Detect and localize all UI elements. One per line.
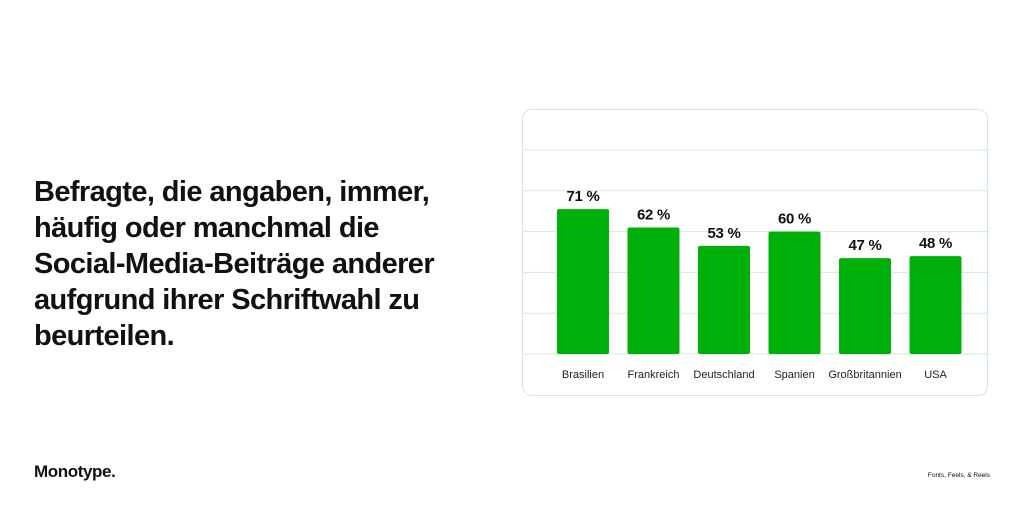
category-label: USA xyxy=(924,369,947,381)
category-label: Großbritannien xyxy=(828,369,901,381)
bar-chart: 71 % Brasilien 62 % Frankreich 53 % Deutschla… xyxy=(523,149,989,381)
bar xyxy=(557,209,609,354)
bar xyxy=(768,231,821,354)
data-label: 71 % xyxy=(567,188,600,205)
data-label: 60 % xyxy=(778,211,811,228)
bar xyxy=(839,258,891,354)
data-label: 48 % xyxy=(919,235,952,252)
category-label: Brasilien xyxy=(562,369,604,381)
chart-card: 71 % Brasilien 62 % Frankreich 53 % Deutschla… xyxy=(522,109,989,396)
brand-logo: Monotype. xyxy=(34,462,116,481)
data-label: 53 % xyxy=(708,225,741,242)
tagline: Fonts, Feels, & Reels xyxy=(927,472,990,479)
data-label: 47 % xyxy=(849,237,882,254)
bar xyxy=(698,245,750,354)
category-label: Spanien xyxy=(774,369,814,381)
data-label: 62 % xyxy=(637,207,670,224)
category-label: Frankreich xyxy=(628,369,680,381)
headline: Befragte, die angaben, immer, häufig ode… xyxy=(34,176,435,352)
category-label: Deutschland xyxy=(693,369,754,381)
bar xyxy=(627,227,680,354)
bar xyxy=(909,256,962,354)
